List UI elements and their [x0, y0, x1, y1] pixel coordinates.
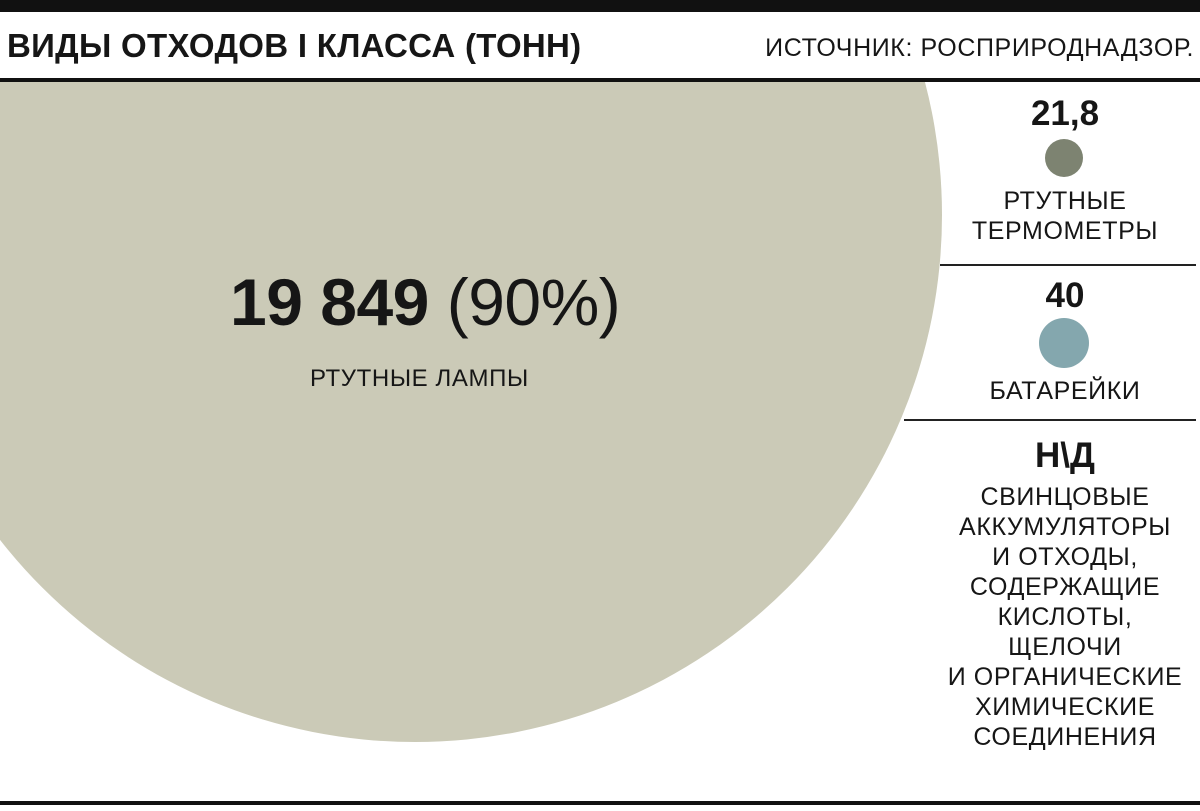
bubble-batteries [1039, 318, 1089, 368]
thermometers-value-text: 21,8 [1030, 94, 1100, 133]
lamps-value: 19 849 [230, 265, 429, 339]
top-rule [0, 0, 1200, 12]
thermometers-label-line-2: ТЕРМОМЕТРЫ [971, 217, 1159, 245]
lead-acid-label-line-5: КИСЛОТЫ, [997, 603, 1133, 631]
bubble-thermometers [1045, 139, 1083, 177]
header-rule [0, 78, 1200, 82]
lead-acid-label-line-3: И ОТХОДЫ, [992, 543, 1138, 571]
bubble-chart [0, 82, 1089, 742]
side-divider-1 [940, 264, 1196, 266]
bottom-rule [0, 801, 1200, 805]
lead-acid-label-line-1: СВИНЦОВЫЕ [980, 483, 1150, 511]
lead-acid-label-line-4: СОДЕРЖАЩИЕ [969, 573, 1161, 601]
lead-acid-label: СВИНЦОВЫЕ АККУМУЛЯТОРЫ И ОТХОДЫ, СОДЕРЖА… [930, 482, 1200, 752]
lead-acid-value-text: Н\Д [1035, 436, 1095, 475]
lead-acid-label-line-9: СОЕДИНЕНИЯ [973, 723, 1157, 751]
batteries-value: 40 [930, 276, 1200, 316]
chart-title: ВИДЫ ОТХОДОВ I КЛАССА (ТОНН) [7, 27, 582, 64]
lead-acid-label-line-8: ХИМИЧЕСКИЕ [974, 693, 1156, 721]
batteries-label-line-1: БАТАРЕЙКИ [989, 377, 1141, 405]
lead-acid-label-line-7: И ОРГАНИЧЕСКИЕ [947, 663, 1183, 691]
lamps-share: (90%) [446, 265, 621, 339]
lamps-value-label: 19 849 (90%) [230, 264, 650, 340]
thermometers-label-line-1: РТУТНЫЕ [1003, 187, 1127, 215]
lead-acid-label-line-2: АККУМУЛЯТОРЫ [959, 513, 1171, 541]
lamps-label: РТУТНЫЕ ЛАМПЫ [310, 365, 529, 392]
bubble-lamps [0, 82, 942, 742]
side-divider-2 [904, 419, 1196, 421]
lead-acid-label-line-6: ЩЕЛОЧИ [1008, 633, 1122, 661]
source-note: ИСТОЧНИК: РОСПРИРОДНАДЗОР. [765, 34, 1194, 62]
lead-acid-value: Н\Д [930, 436, 1200, 476]
batteries-value-text: 40 [1045, 276, 1085, 315]
thermometers-value: 21,8 [930, 94, 1200, 134]
thermometers-label: РТУТНЫЕ ТЕРМОМЕТРЫ [930, 186, 1200, 246]
batteries-label: БАТАРЕЙКИ [930, 376, 1200, 406]
